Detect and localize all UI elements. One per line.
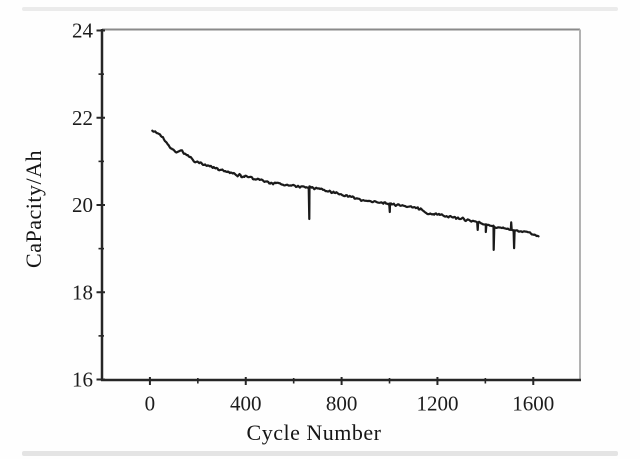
x-tick-label: 1200 <box>416 392 458 416</box>
x-axis-label: Cycle Number <box>246 420 382 445</box>
scan-artifact-top <box>22 7 618 11</box>
y-tick-label: 22 <box>72 106 93 130</box>
x-tick-label: 1600 <box>512 392 554 416</box>
y-tick-label: 18 <box>72 280 93 304</box>
x-tick-label: 0 <box>145 392 156 416</box>
x-tick-label: 400 <box>230 392 262 416</box>
scan-artifact-bottom <box>22 451 618 456</box>
y-tick-label: 24 <box>72 19 94 43</box>
x-tick-label: 800 <box>326 392 358 416</box>
y-tick-label: 20 <box>72 193 93 217</box>
y-tick-label: 16 <box>72 368 93 392</box>
y-axis-label: CaPacity/Ah <box>21 150 46 268</box>
capacity-curve <box>151 129 540 251</box>
